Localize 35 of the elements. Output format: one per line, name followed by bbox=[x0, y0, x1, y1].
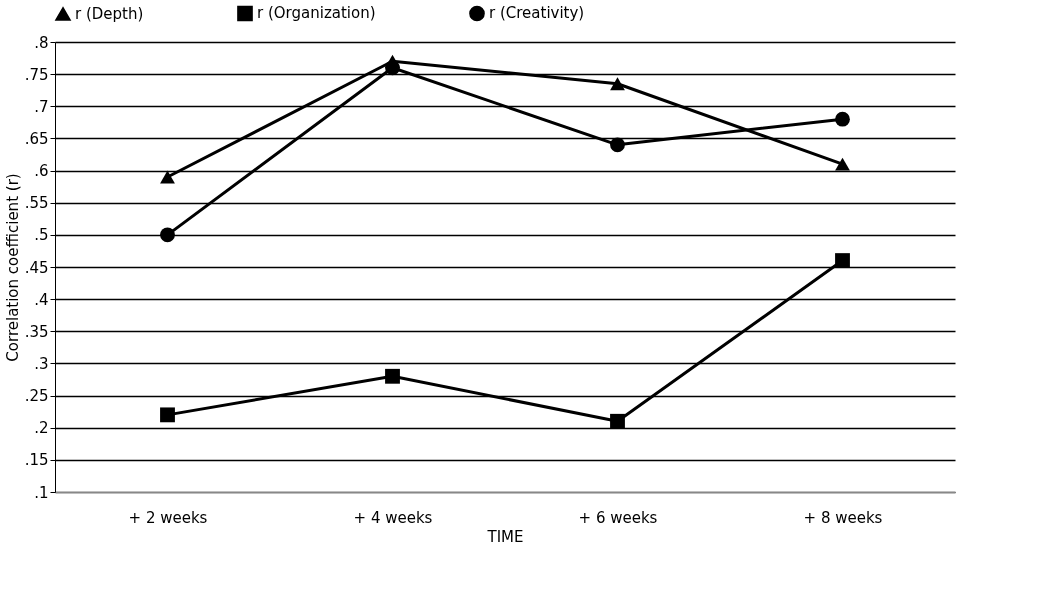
point bbox=[160, 227, 175, 243]
y-tick-label: .65 bbox=[24, 129, 49, 148]
point bbox=[835, 157, 850, 171]
point bbox=[610, 413, 625, 429]
y-tick-label: .1 bbox=[34, 483, 49, 502]
y-tick-label: .35 bbox=[24, 322, 49, 341]
y-tick-label: .5 bbox=[34, 226, 49, 245]
y-tick-label: .15 bbox=[24, 451, 49, 470]
y-tick-label: .6 bbox=[34, 162, 49, 181]
legend-label: r (Depth) bbox=[75, 4, 144, 23]
x-tick-label: + 8 weeks bbox=[803, 508, 883, 527]
x-tick-label: + 2 weeks bbox=[128, 508, 208, 527]
legend-label: r (Organization) bbox=[257, 4, 376, 23]
point bbox=[160, 407, 175, 423]
y-tick-label: .8 bbox=[34, 33, 49, 52]
y-tick-label: .7 bbox=[34, 97, 49, 116]
y-tick-label: .3 bbox=[34, 354, 49, 373]
y-axis-title: Correlation coefficient (r) bbox=[3, 173, 22, 362]
y-tick-label: .75 bbox=[24, 65, 49, 84]
legend-label: r (Creativity) bbox=[489, 4, 585, 23]
point bbox=[610, 137, 625, 153]
point bbox=[835, 253, 850, 268]
point bbox=[385, 368, 400, 384]
y-tick-label: .45 bbox=[24, 258, 49, 277]
y-tick-label: .2 bbox=[34, 419, 49, 438]
x-axis-title: TIME bbox=[486, 527, 524, 546]
point bbox=[160, 170, 175, 184]
point bbox=[835, 111, 850, 127]
point bbox=[385, 54, 400, 68]
x-tick-label: + 4 weeks bbox=[353, 508, 433, 527]
y-tick-label: .25 bbox=[24, 387, 49, 406]
point bbox=[610, 77, 625, 91]
y-tick-label: .55 bbox=[24, 194, 49, 213]
x-tick-label: + 6 weeks bbox=[578, 508, 658, 527]
y-tick-label: .4 bbox=[34, 290, 49, 309]
